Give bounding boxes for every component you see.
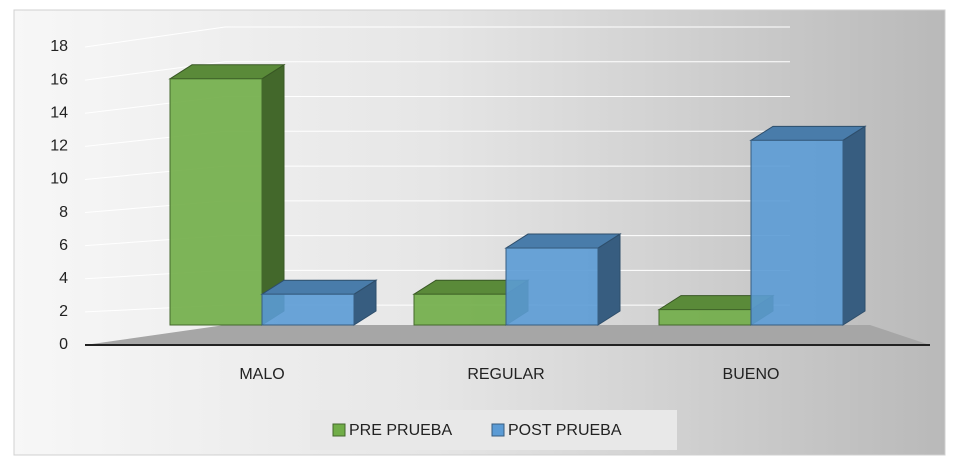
bar-side [842, 125, 866, 326]
legend-swatch [332, 423, 346, 437]
bar [261, 293, 355, 326]
bar [169, 78, 263, 326]
y-tick-label: 10 [50, 171, 68, 188]
y-tick-label: 0 [59, 336, 68, 353]
y-tick-label: 12 [50, 138, 68, 155]
bar [505, 247, 599, 326]
legend-swatch [491, 423, 505, 437]
y-tick-label: 4 [59, 270, 68, 287]
y-tick-label: 8 [59, 204, 68, 221]
x-tick-label: BUENO [723, 366, 780, 383]
legend-label: PRE PRUEBA [349, 422, 452, 439]
y-tick-label: 6 [59, 237, 68, 254]
y-tick-label: 18 [50, 38, 68, 55]
x-tick-label: MALO [239, 366, 284, 383]
floor [85, 325, 930, 345]
y-tick-label: 2 [59, 303, 68, 320]
bar [413, 293, 507, 326]
bar-side [597, 233, 621, 326]
y-tick-label: 16 [50, 71, 68, 88]
x-tick-label: REGULAR [467, 366, 544, 383]
bar [658, 309, 752, 326]
grid-line [84, 26, 226, 48]
bar [750, 139, 844, 326]
y-tick-label: 14 [50, 104, 68, 121]
legend-label: POST PRUEBA [508, 422, 622, 439]
